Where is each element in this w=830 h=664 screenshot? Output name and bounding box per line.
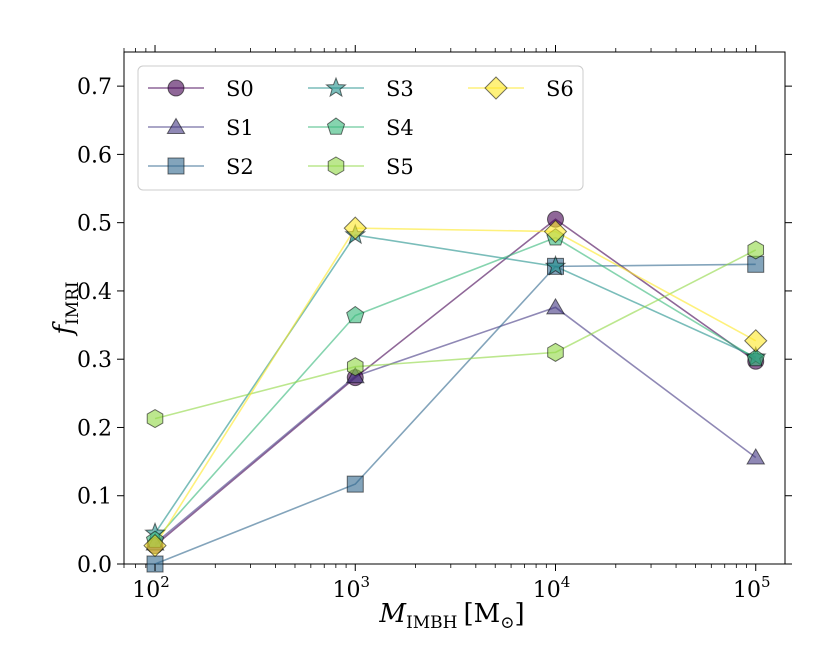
point-s4-1 xyxy=(346,305,365,324)
x-axis-label-unit: [M xyxy=(463,599,500,629)
legend-entry-s5: S5 xyxy=(308,155,414,179)
x-tick-label: 104 xyxy=(533,573,571,603)
point-s1-3 xyxy=(746,447,766,465)
legend-label-s3: S3 xyxy=(386,77,414,101)
point-s6-3 xyxy=(744,329,768,353)
y-tick-label: 0.7 xyxy=(77,75,112,100)
x-tick-label: 102 xyxy=(132,573,170,603)
legend-label-s2: S2 xyxy=(226,155,254,179)
legend-label-s4: S4 xyxy=(386,116,414,140)
series-line-s6 xyxy=(154,227,757,546)
legend: S0 S1 S2 S3 S4 S5 S6 xyxy=(137,65,584,191)
legend-entry-s2: S2 xyxy=(148,155,254,179)
point-s6-1 xyxy=(343,216,367,240)
x-axis-label-unit-close: ] xyxy=(514,599,524,629)
point-s4-3 xyxy=(746,348,765,367)
series-s0 xyxy=(154,218,757,547)
x-tick-label: 105 xyxy=(733,573,771,603)
y-tick-label: 0.1 xyxy=(77,485,112,510)
legend-box xyxy=(137,65,584,191)
y-axis-label: fIMRI xyxy=(49,281,83,336)
legend-label-s5: S5 xyxy=(386,155,414,179)
y-tick-label: 0.6 xyxy=(77,143,112,168)
legend-marker-s3 xyxy=(325,76,347,98)
y-tick-label: 0.2 xyxy=(77,416,112,441)
series-line-s0 xyxy=(154,218,757,547)
legend-marker-s1 xyxy=(166,117,186,134)
y-tick-label: 0.3 xyxy=(77,348,112,373)
x-axis-label: MIMBH [M⊙] xyxy=(378,599,524,633)
point-s5-0 xyxy=(146,409,164,429)
point-s6-0 xyxy=(143,533,167,558)
legend-marker-s0 xyxy=(167,79,185,97)
point-s5-1 xyxy=(346,357,364,377)
point-s2-1 xyxy=(346,475,364,493)
legend-marker-s4 xyxy=(326,117,346,135)
y-axis-label-sub: IMRI xyxy=(63,281,83,325)
x-axis-label-main: M xyxy=(378,599,407,629)
legend-entry-s4: S4 xyxy=(308,116,414,140)
ticks-layer: 0.0 0.1 0.2 0.3 0.4 0.5 0.6 0.7 102 103 104 105 xyxy=(77,45,792,603)
point-s1-2 xyxy=(545,297,566,315)
series-line-s5 xyxy=(154,249,757,420)
point-s5-2 xyxy=(547,342,564,362)
legend-label-s1: S1 xyxy=(226,116,254,140)
y-tick-label: 0.5 xyxy=(77,212,112,237)
series-line-s1 xyxy=(154,306,757,545)
series-line-s2 xyxy=(154,263,756,565)
point-s5-3 xyxy=(747,240,765,260)
legend-entry-s1: S1 xyxy=(148,116,254,140)
x-axis-label-unit-sub: ⊙ xyxy=(500,613,514,633)
legend-marker-s6 xyxy=(484,76,508,100)
series-s2 xyxy=(154,263,756,565)
series-layer xyxy=(143,210,768,573)
series-markers-s5 xyxy=(146,240,765,429)
legend-entry-s6: S6 xyxy=(468,76,574,101)
y-tick-label: 0.4 xyxy=(77,280,112,305)
y-tick-label: 0.0 xyxy=(77,553,112,578)
series-s4 xyxy=(154,236,757,541)
x-axis-label-sub: IMBH xyxy=(406,613,457,633)
series-s1 xyxy=(154,306,757,545)
legend-label-s6: S6 xyxy=(546,77,574,101)
series-line-s4 xyxy=(154,236,757,541)
point-s6-2 xyxy=(543,219,568,244)
legend-entry-s3: S3 xyxy=(308,76,414,101)
series-s3 xyxy=(154,234,757,534)
point-s3-2 xyxy=(544,254,567,276)
legend-marker-s2 xyxy=(167,157,185,175)
series-line-s3 xyxy=(154,234,757,534)
legend-label-s0: S0 xyxy=(226,77,254,101)
series-s5 xyxy=(154,249,757,420)
x-tick-label: 103 xyxy=(332,573,370,603)
legend-entry-s0: S0 xyxy=(148,77,254,101)
series-markers-s6 xyxy=(143,216,768,558)
legend-marker-s5 xyxy=(327,156,345,176)
series-s6 xyxy=(154,227,757,546)
